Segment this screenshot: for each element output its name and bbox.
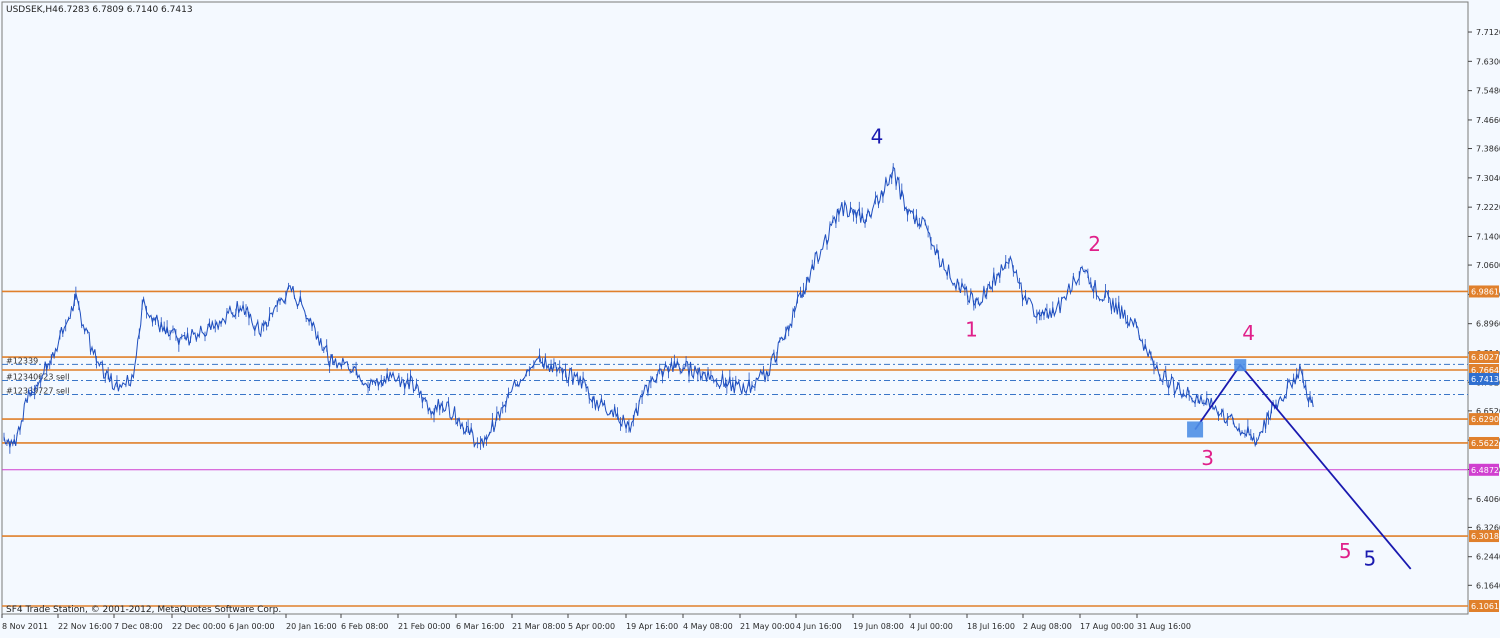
wave-label: 3 (1201, 446, 1214, 470)
time-tick-label: 31 Aug 16:00 (1137, 622, 1191, 631)
copyright-footer: SF4 Trade Station, © 2001-2012, MetaQuot… (6, 605, 281, 615)
wave-label: 4 (1242, 321, 1255, 345)
time-tick-label: 8 Nov 2011 (2, 622, 48, 631)
order-label: #12340623 sell (6, 373, 70, 382)
pending-order-lines: #12339 #12340623 sell #12339727 sell (2, 356, 1468, 395)
wave-label: 1 (965, 318, 978, 342)
price-tag-label: 6.8027 (1471, 353, 1499, 362)
price-tick-label: 7.3860 (1476, 145, 1500, 154)
wave-projection (1187, 359, 1412, 570)
time-tick-label: 20 Jan 16:00 (286, 622, 337, 631)
wave-label: 5 (1363, 546, 1376, 570)
price-tag-label: 6.4872 (1471, 466, 1499, 475)
wave-4-marker (1234, 359, 1247, 372)
price-tag-label: 6.6290 (1471, 415, 1499, 424)
price-tag-label: 6.1061 (1471, 602, 1499, 611)
time-tick-label: 6 Mar 16:00 (456, 622, 504, 631)
price-tick-label: 6.3260 (1476, 523, 1500, 532)
price-tick-label: 6.8960 (1476, 320, 1500, 329)
price-tag-box (1469, 413, 1499, 426)
price-axis: 7.7120 7.6300 7.5480 7.4660 7.3860 7.3040 7.22… (1468, 28, 1500, 590)
price-tag-label: 6.9861 (1471, 287, 1499, 296)
time-tick-label: 6 Feb 08:00 (341, 622, 388, 631)
price-tag-label: 6.7413 (1471, 375, 1499, 384)
time-tick-label: 18 Jul 16:00 (967, 622, 1015, 631)
time-tick-label: 2 Aug 08:00 (1023, 622, 1072, 631)
time-tick-label: 21 May 00:00 (740, 622, 795, 631)
time-tick-label: 4 May 08:00 (683, 622, 733, 631)
price-tag-label: 6.7664 (1471, 366, 1499, 375)
time-tick-label: 22 Nov 16:00 (58, 622, 112, 631)
wave-3-marker (1187, 421, 1204, 438)
wave-label: 4 (871, 125, 884, 149)
elliott-wave-labels: 4 1 2 4 3 5 5 (871, 125, 1377, 571)
projection-line (1194, 363, 1412, 570)
time-axis: 8 Nov 2011 22 Nov 16:00 7 Dec 08:00 22 Dec … (1, 614, 1191, 631)
time-tick-label: 4 Jun 16:00 (796, 622, 842, 631)
price-tag-box (1469, 463, 1499, 476)
price-tag-box (1469, 285, 1499, 298)
time-tick-label: 19 Apr 16:00 (626, 622, 678, 631)
time-tick-label: 19 Jun 08:00 (853, 622, 904, 631)
ohlc-readout: 6.7283 6.7809 6.7140 6.7413 (58, 5, 193, 15)
price-tick-label: 7.7120 (1476, 28, 1500, 37)
price-tick-label: 6.6520 (1476, 407, 1500, 416)
price-series (3, 163, 1314, 454)
price-tag-box (1469, 351, 1499, 364)
price-tick-label: 7.4660 (1476, 116, 1500, 125)
price-line (3, 166, 1314, 448)
price-tag-box (1469, 600, 1499, 612)
symbol-label: USDSEK,H4 (6, 5, 58, 15)
order-label: #12339727 sell (6, 386, 70, 395)
time-tick-label: 21 Feb 00:00 (398, 622, 450, 631)
time-tick-label: 22 Dec 00:00 (172, 622, 226, 631)
price-tag-box (1469, 436, 1499, 449)
price-tick-label: 7.2220 (1476, 203, 1500, 212)
price-tick-label: 7.3040 (1476, 174, 1500, 183)
order-label: #12339 (6, 356, 38, 365)
time-tick-label: 7 Dec 08:00 (114, 622, 163, 631)
plot-frame (1, 1, 1469, 615)
time-tick-label: 21 Mar 08:00 (512, 622, 565, 631)
price-tick-label: 6.2440 (1476, 553, 1500, 562)
time-tick-label: 4 Jul 00:00 (910, 622, 953, 631)
horizontal-levels (2, 290, 1468, 607)
price-tick-label: 7.1400 (1476, 232, 1500, 241)
price-tick-label: 7.5480 (1476, 87, 1500, 96)
time-tick-label: 5 Apr 00:00 (568, 622, 615, 631)
price-tick-label: 6.4060 (1476, 495, 1500, 504)
price-axis-tags: 6.9861 6.8027 6.7664 6.6290 6.5622 6.4872 6.30… (1469, 285, 1499, 612)
price-tag-box (1469, 372, 1499, 385)
wave-label: 2 (1088, 232, 1101, 256)
price-tag-label: 6.3018 (1471, 532, 1499, 541)
price-tag-label: 6.5622 (1471, 439, 1499, 448)
price-tag-box (1469, 530, 1499, 543)
price-tick-label: 7.6300 (1476, 57, 1500, 66)
price-tick-label: 7.0600 (1476, 261, 1500, 270)
time-tick-label: 6 Jan 00:00 (229, 622, 275, 631)
time-tick-label: 17 Aug 00:00 (1080, 622, 1134, 631)
wave-label: 5 (1339, 539, 1352, 563)
price-tick-label: 6.1640 (1476, 581, 1500, 590)
